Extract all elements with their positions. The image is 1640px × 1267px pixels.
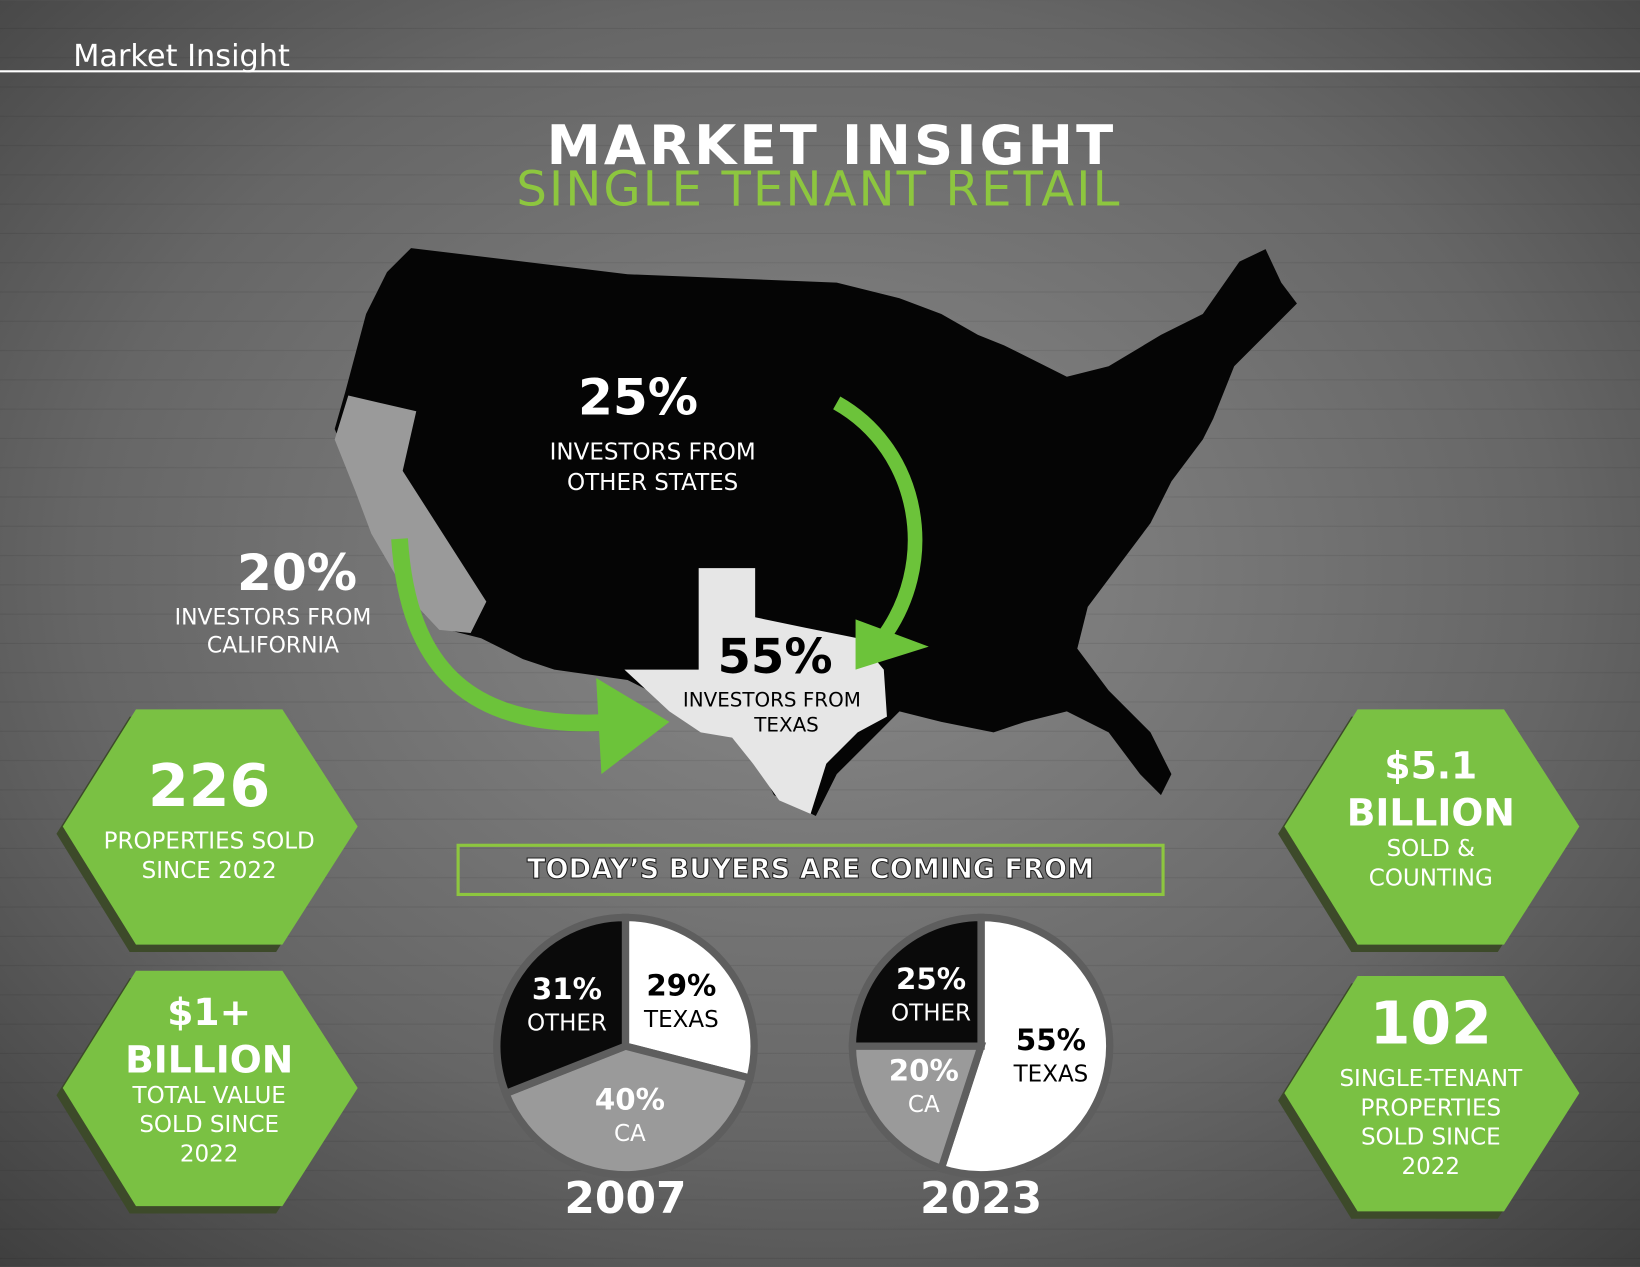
hexagon <box>1284 709 1580 945</box>
hexagon-text: SOLD & <box>1387 836 1476 862</box>
hexagon-text: PROPERTIES SOLD <box>104 829 315 855</box>
pie-slice <box>501 1042 755 1179</box>
pie-charts: 29% TEXAS 40% CA 31% OTHER 2007 55% TEXAS 20% CA 25… <box>493 913 1114 1224</box>
pie-category-label: TEXAS <box>643 1007 719 1033</box>
hexagon-stat: 102 <box>1370 989 1492 1057</box>
map-stat: 20% <box>237 543 357 602</box>
map-stat: 55% <box>717 629 832 685</box>
pie-category-label: CA <box>908 1092 940 1118</box>
map-stat: 25% <box>578 367 698 426</box>
hexagon <box>62 970 358 1207</box>
hexagon <box>62 709 358 945</box>
buyers-heading: TODAY’S BUYERS ARE COMING FROM <box>527 854 1094 885</box>
hexagon-stat: 226 <box>148 752 270 820</box>
pie-value-label: 20% <box>889 1054 959 1088</box>
hexagon-text: SOLD SINCE <box>1361 1125 1501 1151</box>
pie-category-label: OTHER <box>891 1000 971 1026</box>
hexagon-text: SINCE 2022 <box>142 858 277 884</box>
hexagon <box>1284 976 1580 1212</box>
arrow <box>833 396 923 649</box>
hexagon-stat: $1+ <box>167 990 251 1034</box>
hexagon-text: PROPERTIES <box>1360 1095 1501 1121</box>
pie-title: 2023 <box>920 1173 1042 1224</box>
hexagon-text: 2022 <box>180 1141 239 1167</box>
pie-slice <box>848 913 985 1050</box>
arrow <box>391 538 618 732</box>
hexagon-stat: BILLION <box>125 1037 293 1081</box>
map-stat-text: TEXAS <box>753 714 818 737</box>
hexagon-stat: $5.1 <box>1384 743 1477 787</box>
map-stat-text: OTHER STATES <box>567 470 738 496</box>
arrow-head <box>596 677 670 775</box>
pie-title: 2007 <box>564 1173 686 1224</box>
pie-slice <box>621 913 758 1083</box>
pie-value-label: 29% <box>646 969 716 1003</box>
arrow-head <box>855 619 929 670</box>
hexagon-text: 2022 <box>1402 1154 1461 1180</box>
map-stat-text: INVESTORS FROM <box>550 440 756 466</box>
pie-value-label: 55% <box>1016 1023 1086 1057</box>
us-map <box>334 248 1297 817</box>
texas <box>624 568 887 814</box>
hexagon-stat: BILLION <box>1347 790 1515 834</box>
pie-category-label: CA <box>614 1121 646 1147</box>
pie-category-label: OTHER <box>527 1011 607 1037</box>
pie-slice <box>493 913 630 1099</box>
pie-value-label: 25% <box>896 962 966 996</box>
heading-box <box>456 843 1165 897</box>
hexagon-text: TOTAL VALUE <box>132 1083 286 1109</box>
subtitle: SINGLE TENANT RETAIL <box>516 162 1121 218</box>
hexagon-text: SOLD SINCE <box>139 1112 279 1138</box>
hexagon-text: SINGLE-TENANT <box>1339 1066 1523 1092</box>
map-stat-text: CALIFORNIA <box>207 634 339 659</box>
map-stat-text: INVESTORS FROM <box>175 605 372 630</box>
pie-category-label: TEXAS <box>1013 1061 1089 1087</box>
map-stat-text: INVESTORS FROM <box>683 688 861 711</box>
title: MARKET INSIGHT <box>547 114 1117 177</box>
pie-value-label: 40% <box>595 1083 665 1117</box>
pie-value-label: 31% <box>532 972 602 1006</box>
pie-slice <box>848 1042 987 1174</box>
header-title: Market Insight <box>73 39 290 74</box>
california <box>334 395 487 633</box>
hexagon-text: COUNTING <box>1369 865 1493 891</box>
